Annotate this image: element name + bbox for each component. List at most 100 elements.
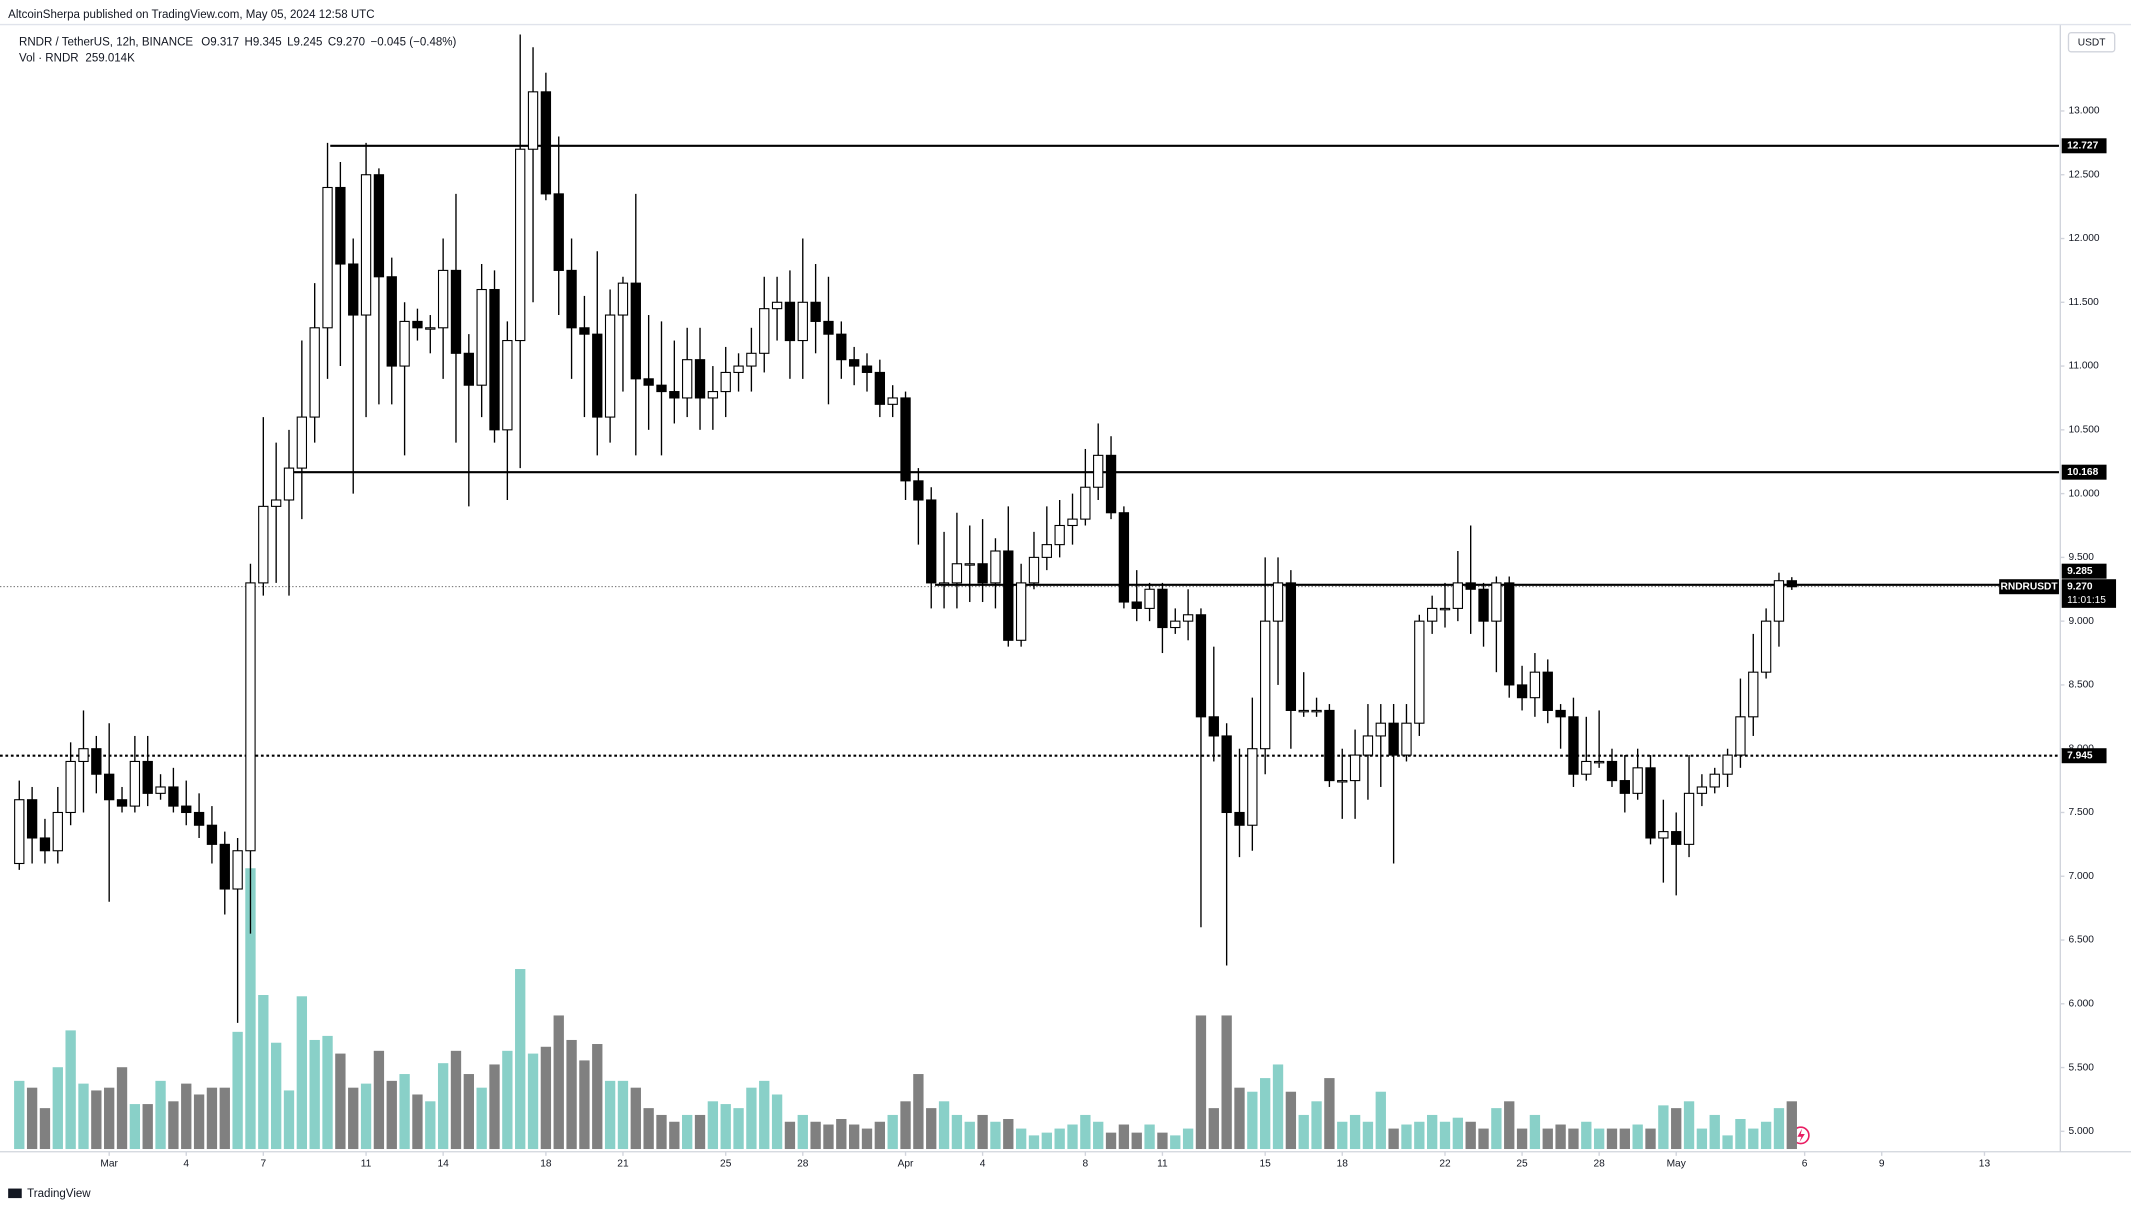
volume-bar [348,1087,359,1150]
x-tick-label: Apr [898,1159,914,1170]
candle-body [193,811,205,826]
candle-body [348,263,359,316]
x-tick-label: May [1667,1159,1687,1170]
volume-bar [1041,1132,1052,1150]
volume-bar [1144,1124,1155,1150]
candle-body [360,174,372,316]
candle-body [682,359,693,399]
volume-bar [861,1128,873,1150]
x-tick-label: 13 [1979,1159,1991,1170]
ticker-label: RNDRUSDT [2001,581,2059,592]
candle-body [887,397,898,405]
candle-body [116,799,128,807]
volume-bar [39,1108,51,1150]
y-tick-label: 6.000 [2068,998,2094,1009]
volume-bar [527,1053,539,1150]
y-tick-label: 13.000 [2068,106,2099,117]
candle-body [1760,620,1772,673]
candle-body [1401,722,1412,756]
volume-bar [643,1108,654,1150]
candle-body [1349,754,1361,782]
volume-bar [1735,1118,1746,1150]
volume-bar [553,1015,564,1150]
volume-bar [193,1094,205,1150]
candle-body [1478,588,1489,622]
x-tick-label: 28 [1593,1159,1605,1170]
y-tick-label: 5.500 [2068,1062,2094,1073]
volume-bar [1555,1124,1566,1150]
volume-bar [1131,1132,1142,1150]
volume-bar [1786,1101,1797,1150]
ohlc-value: L9.245 [287,36,322,48]
currency-button[interactable] [2067,32,2116,53]
volume-bar [540,1046,552,1150]
volume-bar [682,1114,693,1150]
x-tick-label: 21 [617,1159,629,1170]
currency: USDT [2078,38,2106,49]
candle-body [1645,767,1656,839]
candle-body [1375,722,1386,737]
candle-body [784,301,796,342]
candle-body [938,582,950,585]
volume-bar [1426,1114,1438,1150]
volume-bar [78,1083,89,1150]
volume-bar [463,1074,474,1150]
volume-bar [322,1035,333,1150]
candle-body [14,799,25,865]
y-tick-label: 11.000 [2068,361,2099,372]
volume-bar [1182,1128,1194,1150]
candle-body [1632,767,1643,794]
candle-body [1157,588,1168,629]
volume-bar [1414,1121,1425,1150]
candle-body [1735,716,1746,756]
candle-body [502,340,513,431]
volume-bar [617,1080,629,1150]
candle-body [1221,735,1232,814]
candle-body [206,824,218,845]
candle-body [951,563,963,584]
volume-bar [1529,1114,1541,1150]
candle-body [168,786,179,807]
alert-bolt [1797,1128,1805,1143]
ohlc-value: H9.345 [245,36,282,48]
last-price-box [2061,579,2117,608]
candle-body [65,760,76,814]
volume-bar [296,996,308,1150]
candle-body [579,327,590,335]
volume-bar [1105,1132,1117,1150]
candle-body [129,760,141,807]
candle-body [1683,792,1695,845]
y-tick-label: 7.000 [2068,871,2094,882]
x-tick-label: 25 [1516,1159,1528,1170]
volume-bar [746,1087,757,1150]
candle-body [617,282,629,316]
volume-bar [1568,1128,1579,1150]
volume-title: Vol · RNDR [19,53,79,65]
candle-body [1491,582,1502,622]
candle-body [1619,780,1630,794]
candle-body [643,378,654,386]
volume-bar [1067,1124,1078,1150]
volume-bar [579,1060,590,1150]
volume-bar [669,1121,680,1150]
volume-bar [1748,1128,1759,1150]
volume-bar [1118,1124,1130,1150]
y-tick-label: 8.500 [2068,680,2094,691]
level-label-box [2061,748,2107,764]
volume-bar [1439,1121,1451,1150]
x-tick-label: 18 [1337,1159,1349,1170]
candle-body [515,148,526,342]
volume-bar [1311,1101,1322,1150]
candle-body [386,276,397,367]
volume-bar [515,969,526,1150]
candle-body [604,314,616,418]
candle-body [1516,684,1528,699]
candle-body [1465,582,1476,590]
volume-bar [1645,1128,1656,1150]
candle-body [39,837,51,852]
volume-bar [1658,1105,1669,1150]
candle-body [104,773,115,801]
candle-body [412,320,423,329]
volume-bar [823,1124,834,1150]
